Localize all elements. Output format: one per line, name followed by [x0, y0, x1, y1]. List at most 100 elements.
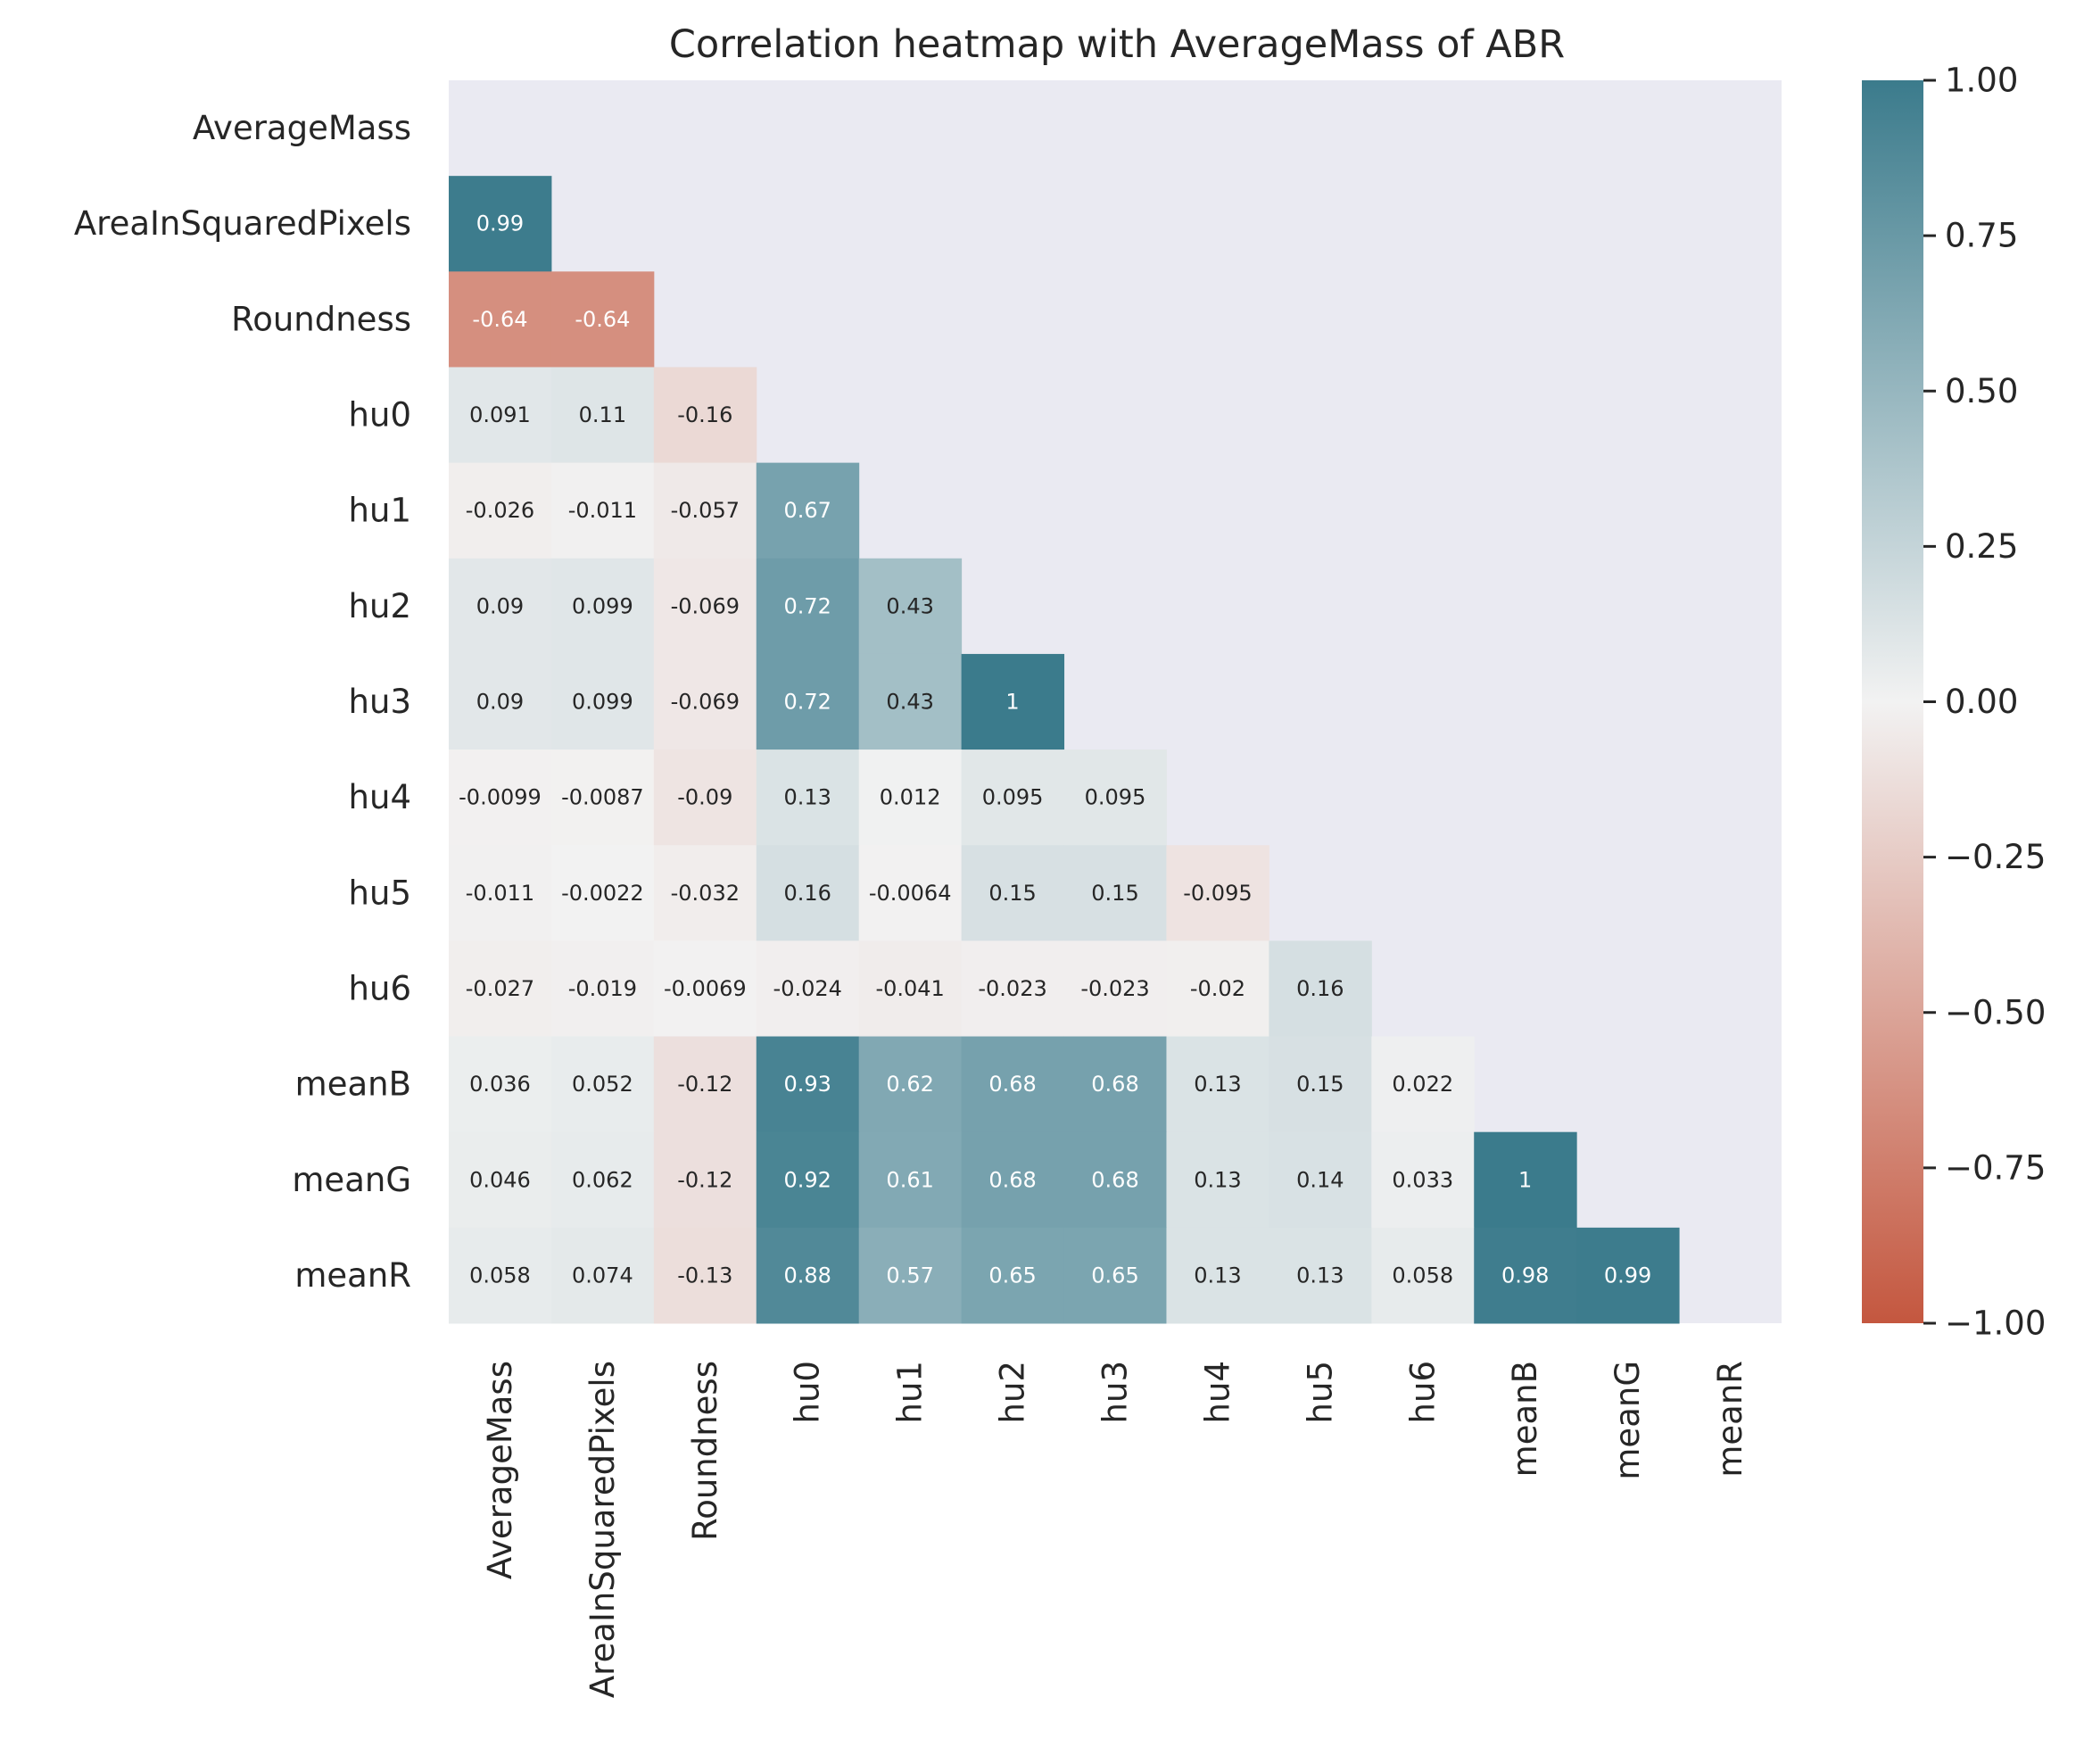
cell-value-label: 0.058	[469, 1263, 531, 1288]
colorbar-tick-label: −1.00	[1945, 1304, 2046, 1343]
cell-value-label: 0.68	[988, 1072, 1036, 1097]
cell-value-label: -0.024	[773, 976, 842, 1001]
cell-value-label: -0.09	[677, 785, 732, 810]
cell-value-label: 0.62	[886, 1072, 933, 1097]
heatmap-cell	[1166, 940, 1269, 1038]
heatmap-cell	[858, 940, 963, 1038]
x-tick-label: meanB	[1506, 1361, 1544, 1477]
y-tick-label: meanG	[292, 1161, 411, 1199]
cell-value-label: 0.13	[1194, 1263, 1241, 1288]
heatmap-cell	[449, 1036, 552, 1133]
cell-value-label: -0.12	[677, 1072, 732, 1097]
heatmap-cell	[653, 367, 757, 464]
heatmap-cell	[1269, 1131, 1372, 1229]
cell-value-label: 0.099	[572, 593, 633, 618]
cell-value-label: -0.0064	[869, 881, 952, 906]
y-tick-label: hu6	[349, 969, 411, 1007]
cell-value-label: -0.011	[568, 498, 637, 523]
x-tick-label: hu6	[1403, 1361, 1442, 1423]
cell-value-label: -0.069	[671, 690, 740, 715]
cell-value-label: 0.65	[988, 1263, 1036, 1288]
colorbar: 1.00 0.75 0.50 0.25 0.00 −0.25 −0.50 −0.75 −1.00	[1862, 62, 2046, 1343]
heatmap-cell	[756, 558, 860, 655]
heatmap-cell	[1166, 1131, 1269, 1229]
heatmap-cell	[449, 845, 552, 941]
cell-value-label: 0.43	[886, 690, 933, 715]
y-tick-label: meanB	[295, 1065, 411, 1104]
heatmap-cell	[756, 653, 860, 750]
heatmap-cell	[756, 1131, 860, 1229]
heatmap-cell	[858, 558, 963, 655]
cell-value-label: 0.022	[1392, 1072, 1453, 1097]
cell-value-label: -0.64	[575, 307, 630, 332]
cell-value-label: 0.13	[1194, 1072, 1241, 1097]
heatmap-cell	[858, 1036, 963, 1133]
heatmap-cell	[449, 653, 552, 750]
cell-value-label: -0.16	[677, 402, 732, 427]
cell-value-label: -0.0022	[561, 881, 644, 906]
heatmap-cell	[858, 845, 963, 941]
cell-value-label: 0.72	[784, 593, 831, 618]
heatmap-cell	[756, 462, 860, 559]
heatmap-cells: 0.99-0.64 -0.640.091 0.11 -0.16-0.026 -0.011…	[449, 176, 1680, 1324]
heatmap-cell	[858, 749, 963, 846]
y-axis-tick-labels: AverageMass AreaInSquaredPixels Roundness h…	[74, 109, 411, 1295]
cell-value-label: 0.036	[469, 1072, 531, 1097]
cell-value-label: -0.12	[677, 1167, 732, 1192]
cell-value-label: -0.64	[472, 307, 527, 332]
cell-value-label: 0.13	[1296, 1263, 1344, 1288]
cell-value-label: 0.13	[1194, 1167, 1241, 1192]
cell-value-label: -0.02	[1190, 976, 1245, 1001]
heatmap-cell	[550, 271, 655, 368]
x-tick-label: hu4	[1198, 1361, 1236, 1423]
cell-value-label: 0.99	[476, 211, 524, 236]
cell-value-label: -0.069	[671, 593, 740, 618]
heatmap-cell	[550, 845, 655, 941]
cell-value-label: 0.16	[784, 881, 831, 906]
heatmap-cell	[653, 653, 757, 750]
cell-value-label: 0.15	[1091, 881, 1138, 906]
cell-value-label: 0.67	[784, 498, 831, 523]
x-tick-label: hu0	[789, 1361, 827, 1423]
y-tick-label: hu3	[349, 683, 411, 721]
heatmap-cell	[1063, 1131, 1167, 1229]
heatmap-cell	[653, 940, 757, 1038]
y-tick-label: meanR	[294, 1256, 411, 1295]
colorbar-tick-label: 0.00	[1945, 683, 2018, 721]
cell-value-label: 0.14	[1296, 1167, 1344, 1192]
cell-value-label: 0.15	[1296, 1072, 1344, 1097]
cell-value-label: -0.027	[466, 976, 534, 1001]
x-tick-label: hu1	[891, 1361, 930, 1423]
cell-value-label: -0.019	[568, 976, 637, 1001]
cell-value-label: -0.011	[466, 881, 534, 906]
colorbar-gradient	[1862, 80, 1923, 1323]
cell-value-label: -0.13	[677, 1263, 732, 1288]
cell-value-label: 0.052	[572, 1072, 633, 1097]
colorbar-ticks: 1.00 0.75 0.50 0.25 0.00 −0.25 −0.50 −0.75 −1.00	[1923, 62, 2046, 1343]
cell-value-label: 0.61	[886, 1167, 933, 1192]
heatmap-cell	[756, 1036, 860, 1133]
cell-value-label: -0.041	[875, 976, 944, 1001]
cell-value-label: -0.023	[1080, 976, 1149, 1001]
heatmap-cell	[653, 558, 757, 655]
heatmap-cell	[1371, 1227, 1475, 1324]
heatmap-cell	[961, 1131, 1065, 1229]
heatmap-cell	[550, 367, 655, 464]
x-tick-label: Roundness	[686, 1361, 724, 1541]
heatmap-cell	[550, 462, 655, 559]
colorbar-tick-label: −0.75	[1945, 1148, 2046, 1187]
y-tick-label: hu0	[349, 396, 411, 435]
heatmap-cell	[550, 749, 655, 846]
heatmap-cell	[449, 367, 552, 464]
heatmap-cell	[1474, 1131, 1577, 1229]
cell-value-label: 0.058	[1392, 1263, 1453, 1288]
cell-value-label: 0.99	[1604, 1263, 1651, 1288]
cell-value-label: 0.09	[476, 690, 524, 715]
heatmap-cell	[550, 1131, 655, 1229]
heatmap-cell	[653, 1036, 757, 1133]
heatmap-cell	[1269, 1036, 1372, 1133]
y-tick-label: hu5	[349, 874, 411, 912]
y-tick-label: AreaInSquaredPixels	[74, 204, 411, 243]
cell-value-label: -0.026	[466, 498, 534, 523]
heatmap-cell	[550, 940, 655, 1038]
